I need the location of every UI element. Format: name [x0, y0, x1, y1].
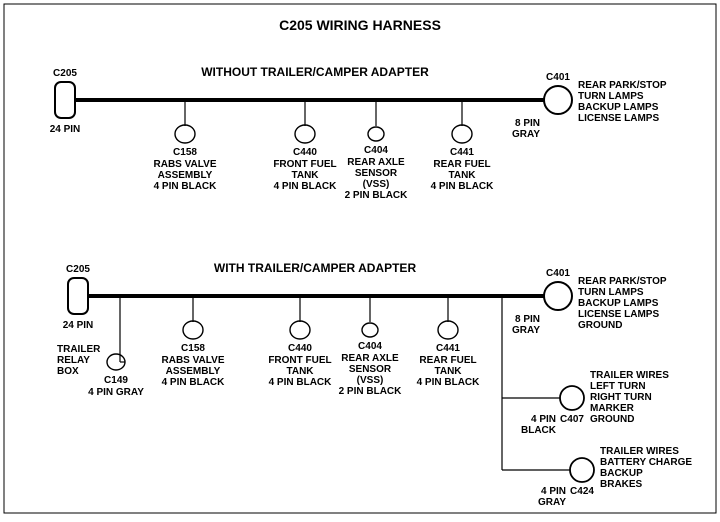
svg-text:2 PIN BLACK: 2 PIN BLACK — [345, 190, 409, 201]
svg-text:24 PIN: 24 PIN — [50, 124, 81, 135]
svg-text:GROUND: GROUND — [590, 414, 634, 425]
svg-text:WITHOUT TRAILER/CAMPER ADAPT: WITHOUT TRAILER/CAMPER ADAPTER — [201, 65, 429, 79]
svg-text:REAR PARK/STOP: REAR PARK/STOP — [578, 80, 667, 91]
svg-text:LICENSE LAMPS: LICENSE LAMPS — [578, 113, 659, 124]
svg-text:RIGHT TURN: RIGHT TURN — [590, 392, 652, 403]
svg-text:GRAY: GRAY — [538, 497, 566, 508]
svg-text:C149: C149 — [104, 375, 128, 386]
svg-text:4 PIN BLACK: 4 PIN BLACK — [274, 181, 338, 192]
svg-text:ASSEMBLY: ASSEMBLY — [158, 170, 213, 181]
svg-text:8 PIN: 8 PIN — [515, 118, 540, 129]
svg-text:REAR FUEL: REAR FUEL — [433, 159, 490, 170]
svg-text:C158: C158 — [181, 343, 205, 354]
svg-text:GROUND: GROUND — [578, 320, 622, 331]
svg-text:TRAILER WIRES: TRAILER WIRES — [590, 370, 669, 381]
svg-text:C401: C401 — [546, 268, 570, 279]
svg-text:REAR AXLE: REAR AXLE — [341, 353, 399, 364]
svg-text:2 PIN BLACK: 2 PIN BLACK — [339, 386, 403, 397]
svg-text:REAR FUEL: REAR FUEL — [419, 355, 476, 366]
svg-text:GRAY: GRAY — [512, 325, 540, 336]
svg-text:C205: C205 — [53, 68, 77, 79]
svg-text:ASSEMBLY: ASSEMBLY — [166, 366, 221, 377]
svg-text:REAR PARK/STOP: REAR PARK/STOP — [578, 276, 667, 287]
svg-text:(VSS): (VSS) — [357, 375, 384, 386]
svg-text:TANK: TANK — [448, 170, 476, 181]
svg-text:RELAY: RELAY — [57, 355, 90, 366]
svg-text:TANK: TANK — [291, 170, 319, 181]
svg-text:C441: C441 — [436, 343, 460, 354]
svg-text:BLACK: BLACK — [521, 425, 557, 436]
svg-text:BACKUP: BACKUP — [600, 468, 643, 479]
svg-text:FRONT FUEL: FRONT FUEL — [268, 355, 331, 366]
svg-text:SENSOR: SENSOR — [349, 364, 392, 375]
svg-text:4 PIN BLACK: 4 PIN BLACK — [431, 181, 495, 192]
svg-text:RABS VALVE: RABS VALVE — [162, 355, 225, 366]
svg-text:4 PIN: 4 PIN — [531, 414, 556, 425]
svg-text:8 PIN: 8 PIN — [515, 314, 540, 325]
svg-text:(VSS): (VSS) — [363, 179, 390, 190]
svg-text:WITH TRAILER/CAMPER ADAPTER: WITH TRAILER/CAMPER ADAPTER — [214, 261, 417, 275]
svg-text:TRAILER: TRAILER — [57, 344, 101, 355]
svg-text:C407: C407 — [560, 414, 584, 425]
svg-text:BOX: BOX — [57, 366, 79, 377]
svg-text:BRAKES: BRAKES — [600, 479, 643, 490]
svg-text:TURN LAMPS: TURN LAMPS — [578, 287, 644, 298]
svg-text:4 PIN BLACK: 4 PIN BLACK — [162, 377, 226, 388]
svg-text:4 PIN BLACK: 4 PIN BLACK — [154, 181, 218, 192]
svg-text:TURN LAMPS: TURN LAMPS — [578, 91, 644, 102]
svg-text:4 PIN BLACK: 4 PIN BLACK — [269, 377, 333, 388]
svg-text:TRAILER WIRES: TRAILER WIRES — [600, 446, 679, 457]
svg-text:4 PIN GRAY: 4 PIN GRAY — [88, 387, 144, 398]
svg-text:C424: C424 — [570, 486, 594, 497]
svg-text:RABS VALVE: RABS VALVE — [154, 159, 217, 170]
svg-text:C404: C404 — [364, 145, 388, 156]
svg-text:C158: C158 — [173, 147, 197, 158]
wiring-diagram: C205 WIRING HARNESS WITHOUT TRAILER/CAMPE… — [0, 0, 720, 517]
svg-text:4 PIN BLACK: 4 PIN BLACK — [417, 377, 481, 388]
svg-text:TANK: TANK — [286, 366, 314, 377]
svg-text:24 PIN: 24 PIN — [63, 320, 94, 331]
svg-text:MARKER: MARKER — [590, 403, 635, 414]
svg-text:BACKUP LAMPS: BACKUP LAMPS — [578, 298, 659, 309]
svg-text:SENSOR: SENSOR — [355, 168, 398, 179]
svg-text:C440: C440 — [288, 343, 312, 354]
svg-text:C401: C401 — [546, 72, 570, 83]
svg-text:C205: C205 — [66, 264, 90, 275]
svg-text:C441: C441 — [450, 147, 474, 158]
svg-text:C440: C440 — [293, 147, 317, 158]
svg-text:REAR AXLE: REAR AXLE — [347, 157, 405, 168]
svg-text:LEFT TURN: LEFT TURN — [590, 381, 646, 392]
svg-text:TANK: TANK — [434, 366, 462, 377]
svg-text:C205 WIRING HARNESS: C205 WIRING HARNESS — [279, 17, 441, 33]
svg-text:4 PIN: 4 PIN — [541, 486, 566, 497]
svg-text:BACKUP LAMPS: BACKUP LAMPS — [578, 102, 659, 113]
svg-text:FRONT FUEL: FRONT FUEL — [273, 159, 336, 170]
svg-text:BATTERY CHARGE: BATTERY CHARGE — [600, 457, 692, 468]
svg-text:LICENSE LAMPS: LICENSE LAMPS — [578, 309, 659, 320]
svg-text:GRAY: GRAY — [512, 129, 540, 140]
svg-text:C404: C404 — [358, 341, 382, 352]
